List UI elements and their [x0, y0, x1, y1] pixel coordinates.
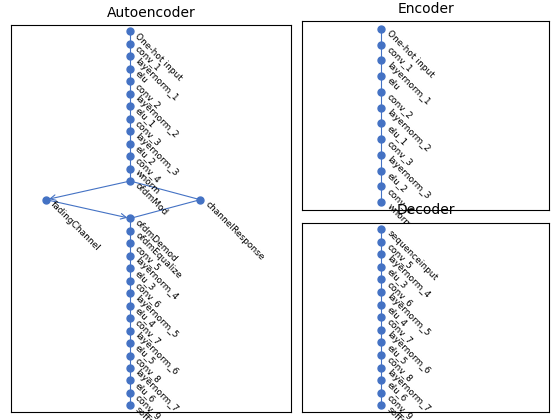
Text: ofdmDemod: ofdmDemod	[133, 218, 179, 264]
Text: elu_1: elu_1	[133, 106, 156, 130]
Text: layernorm_7: layernorm_7	[133, 368, 179, 415]
Text: conv_2: conv_2	[385, 92, 414, 121]
Text: elu: elu	[133, 69, 150, 85]
Text: conv_3: conv_3	[385, 139, 414, 168]
Text: conv_9: conv_9	[133, 393, 162, 420]
Text: conv_1: conv_1	[133, 44, 162, 73]
Text: channelResponse: channelResponse	[203, 200, 265, 262]
Text: One-hot input: One-hot input	[385, 29, 436, 80]
Text: layernorm_2: layernorm_2	[133, 94, 179, 140]
Text: conv_6: conv_6	[385, 279, 414, 308]
Text: conv_1: conv_1	[385, 45, 414, 74]
Text: wnorm: wnorm	[133, 168, 161, 197]
Text: wnorm: wnorm	[385, 202, 413, 231]
Text: layernorm_4: layernorm_4	[133, 256, 179, 302]
Text: conv_2: conv_2	[133, 81, 162, 110]
Title: Decoder: Decoder	[396, 203, 455, 217]
Text: elu_5: elu_5	[133, 343, 156, 367]
Text: conv_4: conv_4	[133, 156, 162, 185]
Text: layernorm_4: layernorm_4	[385, 254, 432, 300]
Text: elu_6: elu_6	[385, 380, 409, 404]
Text: elu_5: elu_5	[385, 342, 409, 366]
Text: elu_6: elu_6	[133, 381, 156, 404]
Text: softmax: softmax	[385, 405, 417, 420]
Text: layernorm_6: layernorm_6	[385, 330, 432, 376]
Text: conv_9: conv_9	[385, 393, 414, 420]
Text: elu: elu	[385, 76, 402, 92]
Text: conv_8: conv_8	[385, 355, 414, 384]
Text: conv_7: conv_7	[133, 318, 162, 347]
Text: elu_2: elu_2	[133, 144, 156, 167]
Text: elu_2: elu_2	[385, 171, 409, 194]
Text: layernorm_7: layernorm_7	[385, 368, 432, 414]
Text: elu_3: elu_3	[133, 268, 156, 292]
Text: conv_5: conv_5	[385, 241, 414, 270]
Text: sequenceinput: sequenceinput	[385, 229, 439, 283]
Text: conv_8: conv_8	[133, 355, 162, 384]
Text: ofdmMod: ofdmMod	[133, 181, 169, 217]
Text: layernorm_6: layernorm_6	[133, 331, 179, 377]
Text: conv_7: conv_7	[385, 317, 414, 346]
Text: softmax: softmax	[133, 405, 165, 420]
Title: Encoder: Encoder	[397, 2, 454, 16]
Text: conv_4: conv_4	[385, 186, 414, 215]
Text: elu_3: elu_3	[385, 267, 409, 290]
Text: ofdmEqualize: ofdmEqualize	[133, 231, 183, 281]
Text: conv_6: conv_6	[133, 281, 162, 310]
Text: One-hot input: One-hot input	[133, 32, 184, 82]
Title: Autoencoder: Autoencoder	[107, 6, 195, 20]
Text: layernorm_2: layernorm_2	[385, 108, 432, 154]
Text: elu_4: elu_4	[385, 304, 409, 328]
Text: conv_5: conv_5	[133, 243, 162, 272]
Text: fadingChannel: fadingChannel	[49, 200, 102, 253]
Text: layernorm_1: layernorm_1	[385, 60, 432, 107]
Text: layernorm_5: layernorm_5	[133, 293, 179, 340]
Text: layernorm_5: layernorm_5	[385, 292, 432, 338]
Text: layernorm_1: layernorm_1	[133, 56, 179, 103]
Text: conv_3: conv_3	[133, 119, 162, 147]
Text: elu_4: elu_4	[133, 306, 156, 329]
Text: elu_1: elu_1	[385, 123, 409, 147]
Text: layernorm_3: layernorm_3	[133, 131, 179, 178]
Text: layernorm_3: layernorm_3	[385, 155, 432, 201]
